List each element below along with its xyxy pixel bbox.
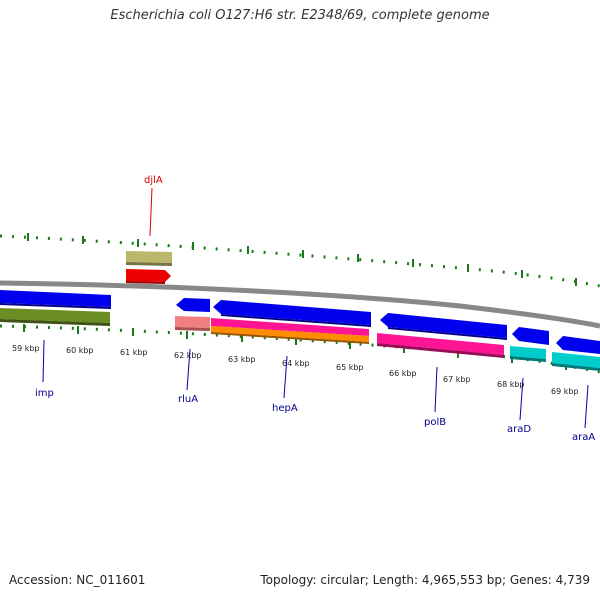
gene-label-imp: imp — [35, 388, 54, 399]
feature-rluA-blue — [176, 298, 210, 312]
kbp-label-66: 66 kbp — [389, 369, 417, 378]
gene-label-rluA: rluA — [178, 394, 198, 405]
feature-polB-pink — [377, 333, 504, 358]
gene-label-hepA: hepA — [272, 403, 298, 414]
kbp-labels: 59 kbp 60 kbp 61 kbp 62 kbp 63 kbp 64 kb… — [12, 344, 579, 396]
feature-rluA-salmon — [175, 316, 210, 331]
kbp-label-63: 63 kbp — [228, 355, 256, 364]
feature-imp-blue — [0, 290, 111, 309]
kbp-label-61: 61 kbp — [120, 348, 148, 357]
gene-label-polB: polB — [424, 417, 446, 428]
kbp-label-67: 67 kbp — [443, 375, 471, 384]
kbp-label-65: 65 kbp — [336, 363, 364, 372]
feature-araD-cyan — [510, 346, 546, 362]
kbp-label-69: 69 kbp — [551, 387, 579, 396]
feature-djlA-red — [126, 269, 171, 284]
kbp-label-62: 62 kbp — [174, 351, 202, 360]
feature-hepA-blue — [213, 300, 371, 327]
feature-khaki — [126, 251, 172, 266]
kbp-label-59: 59 kbp — [12, 344, 40, 353]
feature-araD-blue — [512, 327, 549, 345]
feature-hepA-orange — [211, 326, 369, 344]
outer-tick-ring — [0, 233, 600, 288]
feature-araA-blue — [556, 336, 600, 354]
genome-summary-text: Topology: circular; Length: 4,965,553 bp… — [260, 573, 590, 587]
feature-imp-olive — [0, 308, 110, 326]
gene-label-araA: araA — [572, 432, 595, 443]
gene-label-djlA: djlA — [144, 175, 163, 186]
kbp-label-60: 60 kbp — [66, 346, 94, 355]
map-title: Escherichia coli O127:H6 str. E2348/69, … — [110, 8, 490, 23]
feature-araA-cyan — [552, 352, 600, 371]
kbp-label-64: 64 kbp — [282, 359, 310, 368]
gene-leader-lines — [42, 187, 589, 429]
feature-polB-blue — [380, 313, 507, 340]
feature-hepA-pink — [211, 318, 369, 336]
gene-label-araD: araD — [507, 424, 531, 435]
genome-backbone — [0, 280, 600, 329]
accession-text: Accession: NC_011601 — [9, 573, 146, 587]
kbp-label-68: 68 kbp — [497, 380, 525, 389]
